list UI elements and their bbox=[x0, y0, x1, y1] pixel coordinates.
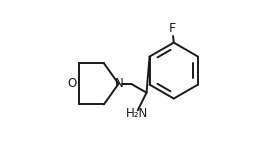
Text: F: F bbox=[169, 21, 176, 34]
Text: H₂N: H₂N bbox=[126, 107, 148, 120]
Text: O: O bbox=[68, 77, 77, 90]
Text: N: N bbox=[115, 77, 124, 90]
